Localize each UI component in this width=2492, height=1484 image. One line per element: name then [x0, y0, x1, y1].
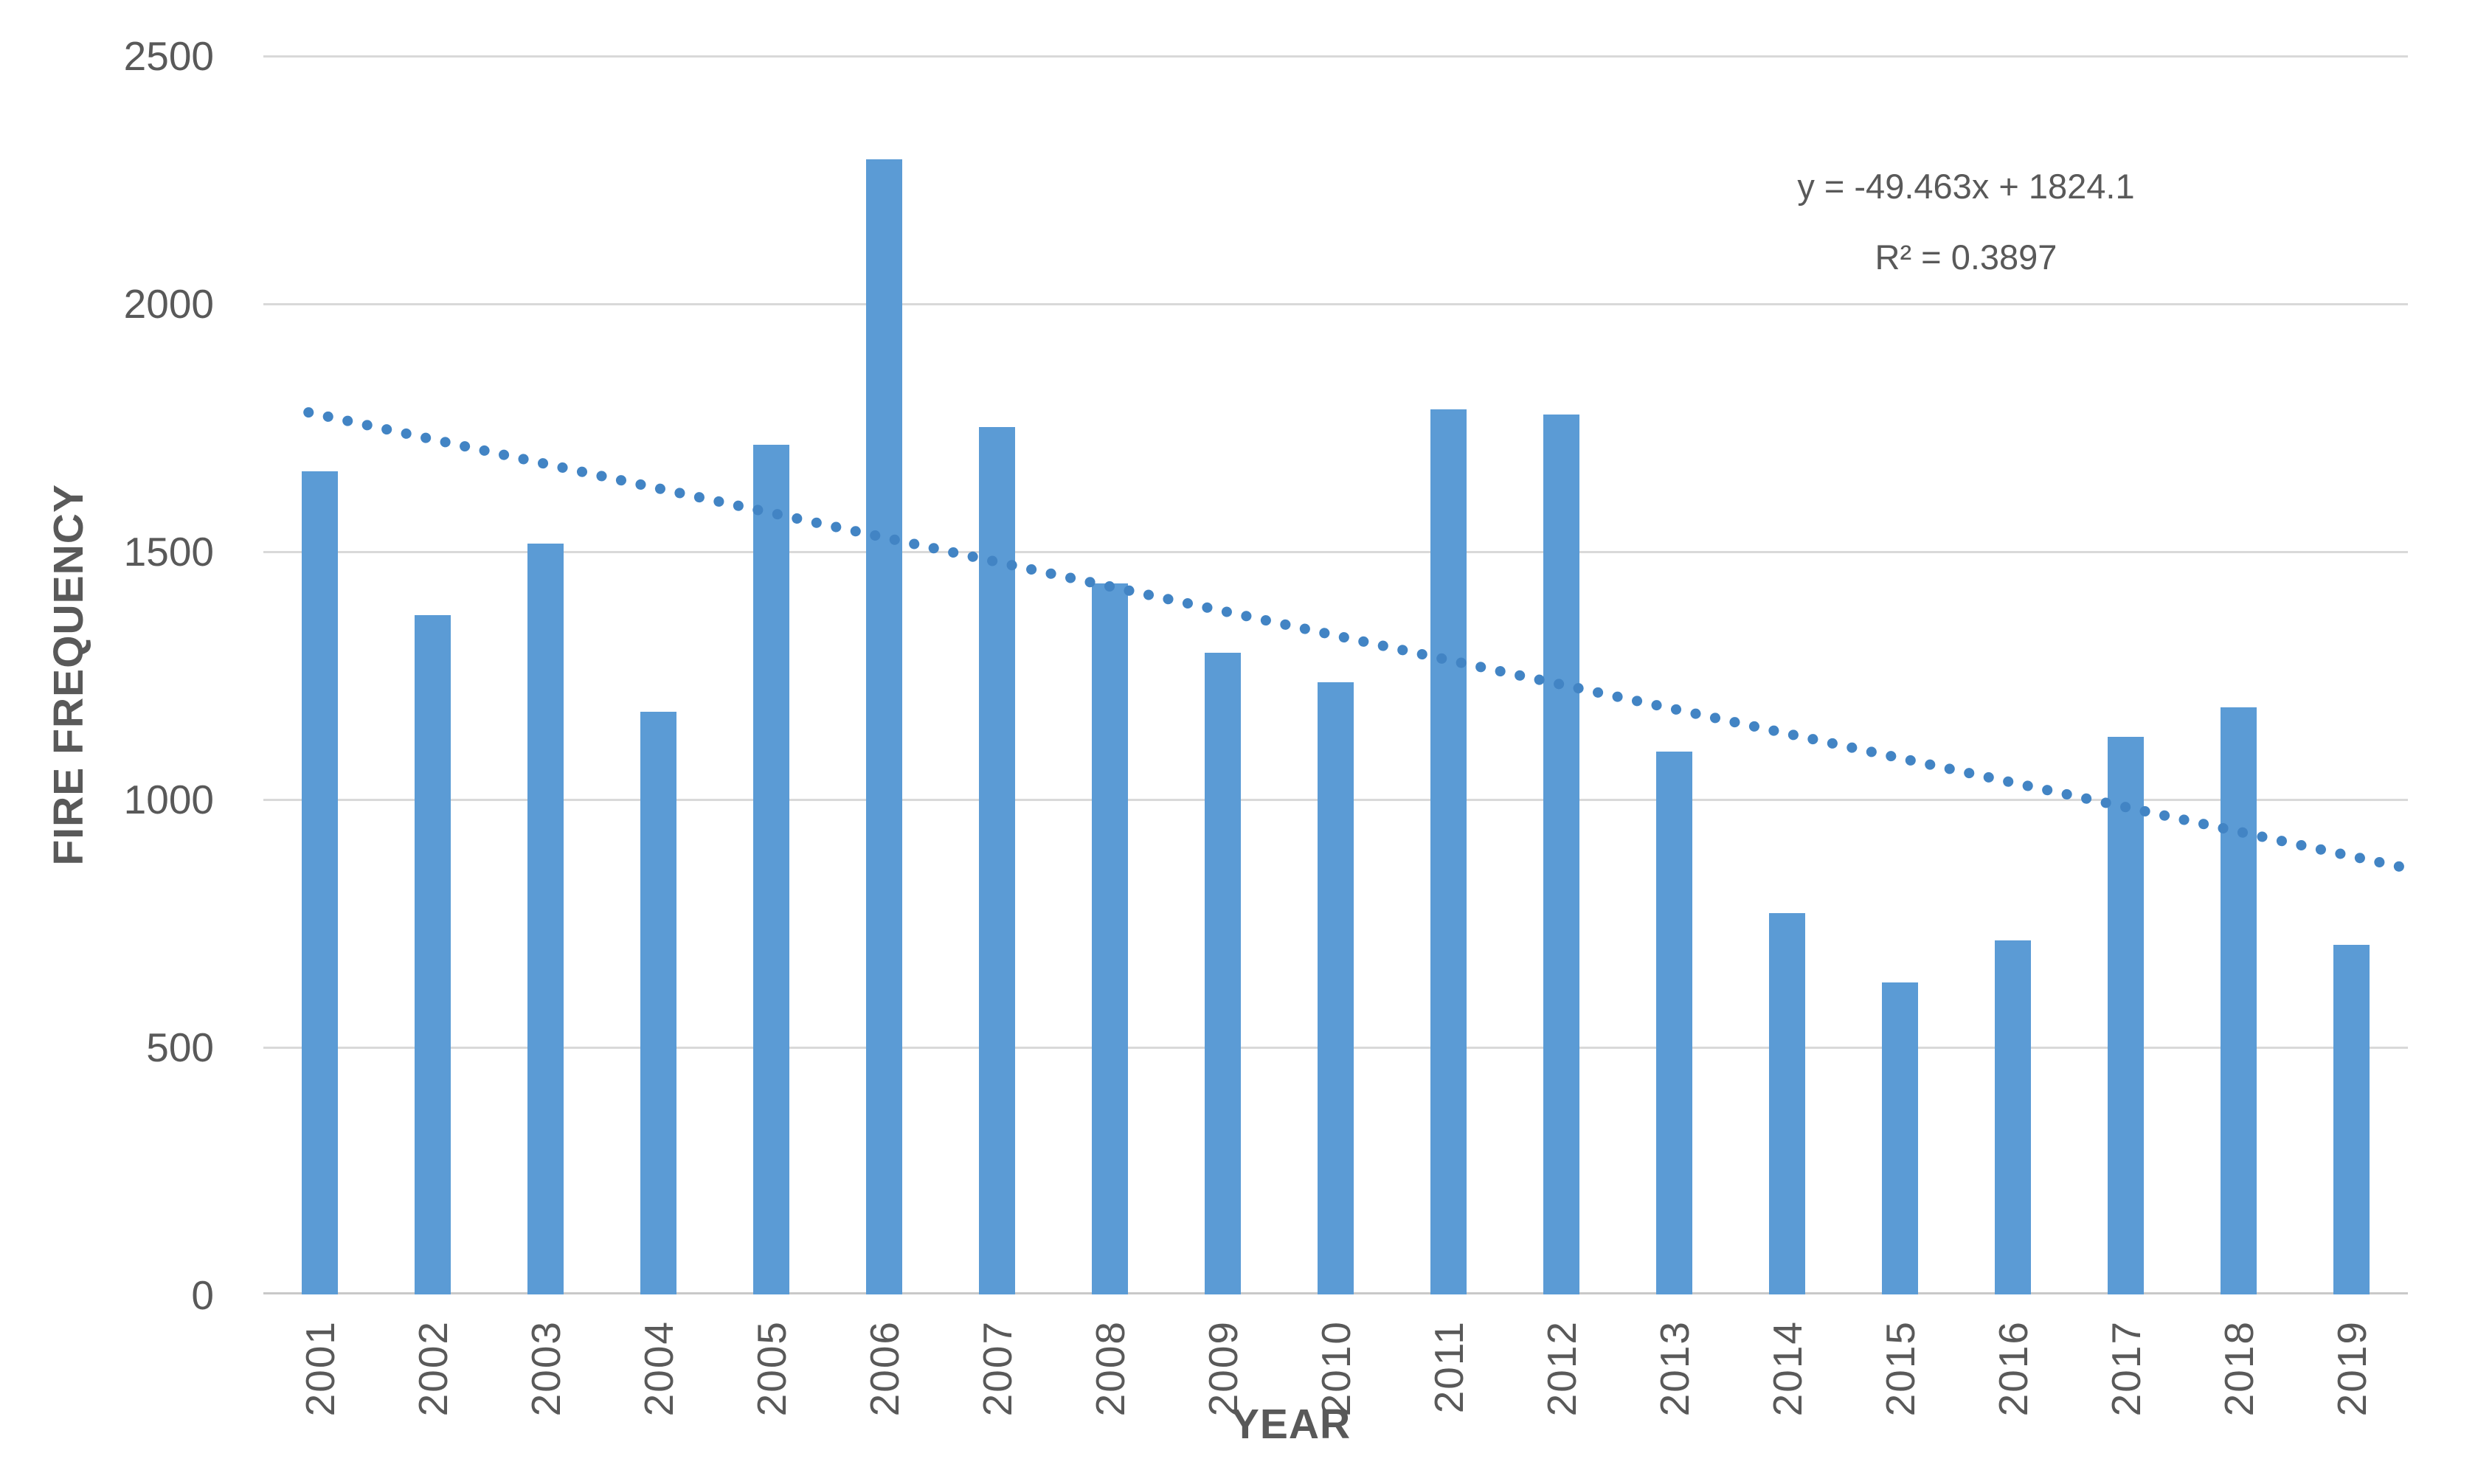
bar-2016	[1995, 940, 2031, 1294]
bar-2017	[2108, 737, 2144, 1294]
bar-2005	[753, 444, 789, 1294]
gridline-1500	[263, 551, 2408, 553]
trendline-dotted-segment	[303, 407, 2408, 873]
bar-cell-2018	[2182, 55, 2295, 1294]
gridline-2000	[263, 303, 2408, 305]
bar-cell-2017	[2069, 55, 2182, 1294]
y-tick-label-500: 500	[146, 1024, 214, 1070]
bar-cell-2008	[1053, 55, 1166, 1294]
bar-2013	[1656, 752, 1692, 1294]
bar-2014	[1769, 912, 1805, 1294]
y-tick-label-2500: 2500	[123, 33, 214, 79]
trendline-equation: y = -49.463x + 1824.1	[1797, 167, 2135, 206]
bar-2008	[1092, 583, 1128, 1294]
bar-cell-2002	[376, 55, 489, 1294]
bar-2018	[2221, 707, 2257, 1294]
bar-2019	[2333, 945, 2370, 1294]
bar-cell-2015	[1844, 55, 1956, 1294]
bar-cell-2004	[602, 55, 715, 1294]
trendline	[303, 407, 2408, 873]
bar-cell-2006	[828, 55, 941, 1294]
bar-2011	[1430, 409, 1467, 1294]
bar-cell-2003	[489, 55, 602, 1294]
bar-2001	[302, 471, 338, 1294]
bar-2015	[1882, 982, 1918, 1294]
trendline-label: y = -49.463x + 1824.1 R² = 0.3897	[1671, 151, 2261, 293]
x-axis-title-container: YEAR	[148, 1400, 2434, 1449]
x-axis-title: YEAR	[1231, 1401, 1351, 1448]
bar-cell-2013	[1618, 55, 1731, 1294]
bar-cell-2019	[2295, 55, 2408, 1294]
y-tick-label-1000: 1000	[123, 777, 214, 822]
bar-2004	[640, 712, 676, 1294]
bar-cell-2009	[1166, 55, 1279, 1294]
bar-2003	[527, 543, 564, 1294]
bar-cell-2001	[263, 55, 376, 1294]
bar-cell-2007	[941, 55, 1053, 1294]
bar-cell-2010	[1279, 55, 1392, 1294]
bar-series	[263, 55, 2408, 1294]
bar-cell-2014	[1731, 55, 1844, 1294]
bar-2012	[1543, 415, 1579, 1294]
bar-cell-2011	[1392, 55, 1505, 1294]
y-tick-label-1500: 1500	[123, 529, 214, 575]
gridline-2500	[263, 55, 2408, 58]
bar-2009	[1205, 652, 1241, 1294]
trendline-r-squared: R² = 0.3897	[1875, 237, 2057, 277]
y-tick-label-2000: 2000	[123, 281, 214, 327]
bar-cell-2016	[1956, 55, 2069, 1294]
bar-cell-2012	[1505, 55, 1618, 1294]
bar-2010	[1318, 682, 1354, 1294]
plot-area	[263, 55, 2408, 1294]
y-axis-title-container: FIRE FREQUENCY	[35, 55, 102, 1294]
bar-cell-2005	[715, 55, 828, 1294]
bar-2007	[979, 427, 1015, 1294]
bar-2006	[866, 159, 902, 1294]
y-tick-label-0: 0	[191, 1272, 214, 1318]
bar-2002	[415, 615, 451, 1294]
